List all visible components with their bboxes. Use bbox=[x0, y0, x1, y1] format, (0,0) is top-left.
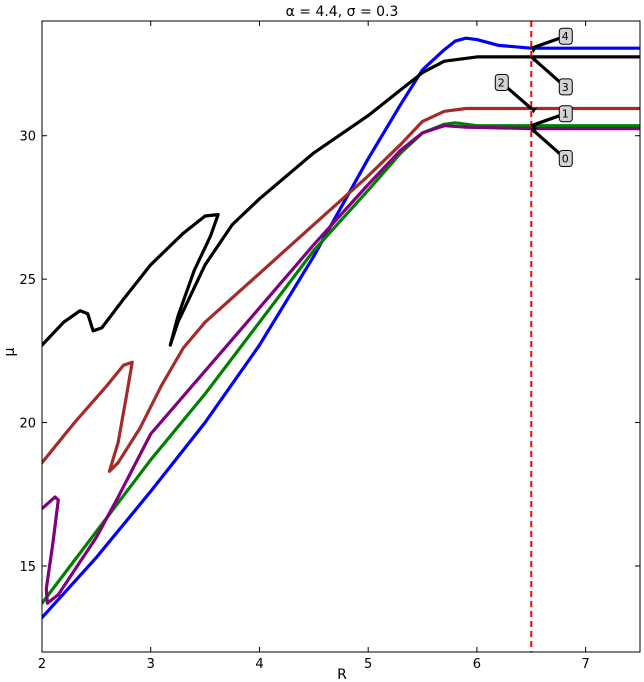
callout-box-0 bbox=[558, 150, 573, 168]
callout-arrowhead-0 bbox=[531, 127, 538, 134]
callout-box-1 bbox=[558, 105, 573, 123]
y-axis-label: μ bbox=[2, 347, 18, 356]
series-line-2 bbox=[42, 124, 640, 605]
callout-label-0: 0 bbox=[562, 153, 569, 166]
callout-label-4: 4 bbox=[562, 30, 569, 43]
callout-arrowhead-4 bbox=[531, 47, 538, 54]
x-tick-label-7: 7 bbox=[581, 657, 589, 672]
callout-box-3 bbox=[558, 78, 573, 96]
series-line-4 bbox=[42, 55, 640, 347]
series-line-1 bbox=[42, 121, 640, 605]
x-tick-label-6: 6 bbox=[473, 657, 481, 672]
plot-area: 4 3 2 1 0 2 3 4 5 6 7 15 20 25 30 bbox=[19, 20, 641, 672]
plot-frame bbox=[41, 20, 641, 653]
callout-box-2 bbox=[494, 73, 509, 91]
y-tick-label-20: 20 bbox=[19, 417, 36, 432]
x-tick-label-4: 4 bbox=[255, 657, 263, 672]
callout-box-4 bbox=[558, 27, 573, 45]
x-tick-label-5: 5 bbox=[364, 657, 372, 672]
callout-label-1: 1 bbox=[562, 108, 569, 121]
callout-arrowhead-2 bbox=[531, 107, 538, 114]
y-tick-label-15: 15 bbox=[19, 560, 36, 575]
callout-arrowhead-3 bbox=[531, 55, 538, 62]
callout-label-3: 3 bbox=[562, 81, 569, 94]
y-tick-label-30: 30 bbox=[19, 130, 36, 145]
x-tick-label-3: 3 bbox=[147, 657, 155, 672]
y-tick-label-25: 25 bbox=[19, 273, 36, 288]
series-line-3 bbox=[42, 106, 640, 473]
series-line-0 bbox=[42, 36, 640, 620]
chart-title: α = 4.4, σ = 0.3 bbox=[286, 4, 399, 20]
x-tick-label-2: 2 bbox=[38, 657, 46, 672]
x-axis-label: R bbox=[337, 667, 347, 682]
callout-label-2: 2 bbox=[498, 76, 505, 89]
